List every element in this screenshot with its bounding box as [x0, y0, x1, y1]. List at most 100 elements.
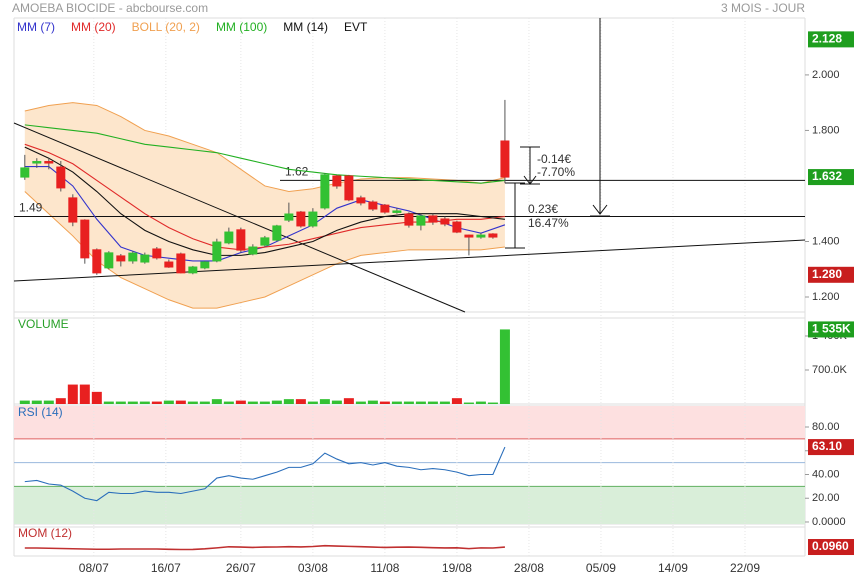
value-badge [808, 439, 854, 456]
volume-bar [163, 400, 174, 404]
overbought-zone [14, 406, 805, 439]
value-badge [808, 539, 854, 556]
volume-bar [43, 400, 54, 404]
candle-body [308, 211, 318, 227]
candle-body [404, 213, 414, 226]
volume-bar [415, 401, 426, 404]
candle-body [416, 215, 426, 226]
level-label: 1.62 [285, 165, 309, 179]
candle-body [392, 210, 402, 213]
y-tick-label: 2.000 [812, 69, 840, 81]
candle-body [164, 261, 174, 268]
candle-body [176, 253, 186, 274]
volume-bar [55, 398, 66, 404]
legend-entry: MM (100) [216, 20, 267, 34]
candle-body [500, 140, 510, 178]
candle-body [440, 218, 450, 225]
volume-bar [79, 384, 90, 404]
value-badge [808, 321, 854, 338]
trend-line [13, 122, 466, 313]
value-badge-label: 63.10 [812, 439, 842, 453]
candle-body [44, 161, 54, 164]
annotation: -0.14€ [537, 152, 571, 166]
x-tick-label: 03/08 [298, 561, 328, 575]
volume-bar [115, 401, 126, 404]
panel-title: MOM (12) [18, 526, 72, 540]
candle-body [284, 213, 294, 221]
moving-average [24, 124, 505, 184]
y-tick-label: 1.400 [812, 235, 840, 247]
candle-body [260, 237, 270, 246]
measure-tools [505, 18, 610, 249]
candle-body [296, 211, 306, 227]
candle-body [476, 234, 486, 238]
volume-bar [379, 401, 390, 404]
candle-body [32, 161, 42, 164]
value-badge-label: 1.280 [812, 267, 842, 281]
x-tick-label: 14/09 [658, 561, 688, 575]
volume-bar [343, 398, 354, 404]
chart-subtitle: 3 MOIS - JOUR [721, 1, 805, 15]
candle-body [464, 234, 474, 238]
candle-body [188, 266, 198, 274]
y-tick-label: 0.0000 [812, 516, 846, 528]
candle-body [20, 167, 30, 178]
legend-entry: MM (20) [71, 20, 116, 34]
legend-entry: EVT [344, 20, 368, 34]
moving-average [24, 146, 505, 256]
panel-title: VOLUME [18, 317, 69, 331]
volume-bar [139, 401, 150, 404]
legend-entry: BOLL (20, 2) [132, 20, 200, 34]
indicator-line [24, 446, 506, 502]
candle-body [140, 254, 150, 263]
level-label: 1.49 [19, 201, 43, 215]
candle-body [344, 175, 354, 201]
y-tick-label: 1.800 [812, 124, 840, 136]
volume-bar [199, 401, 210, 404]
volume-bar [103, 401, 114, 404]
y-tick-label: 20.00 [812, 492, 840, 504]
volume-bar [187, 401, 198, 404]
value-badge-label: 2.128 [812, 32, 842, 46]
candle-body [92, 249, 102, 274]
candle-body [332, 175, 342, 187]
volume-bar [235, 400, 246, 404]
candle-body [380, 204, 390, 213]
volume-bar [487, 402, 498, 404]
candle-body [320, 174, 330, 209]
volume-bar [439, 401, 450, 404]
x-tick-label: 28/08 [514, 561, 544, 575]
candle-body [368, 201, 378, 210]
bollinger-upper [24, 102, 506, 193]
x-tick-label: 26/07 [226, 561, 256, 575]
candle-body [272, 225, 282, 241]
candle-body [236, 229, 246, 251]
volume-bar [391, 401, 402, 404]
volume-bar [295, 399, 306, 404]
volume-bar [307, 401, 318, 404]
volume-bar [211, 399, 222, 404]
value-badge-label: 1.632 [812, 169, 842, 183]
candle-body [80, 219, 90, 259]
volume-bar [475, 401, 486, 404]
volume-bar [127, 401, 138, 404]
chart-title: AMOEBA BIOCIDE - abcbourse.com [12, 1, 208, 15]
legend-entry: MM (7) [17, 20, 55, 34]
volume-bar [223, 401, 234, 404]
volume-bar [427, 401, 438, 404]
candle-body [200, 261, 210, 269]
candle-body [452, 221, 462, 233]
candle-body [104, 252, 114, 269]
volume-bar [175, 400, 186, 404]
volume-bar [151, 401, 162, 404]
x-tick-label: 16/07 [151, 561, 181, 575]
value-badge [808, 169, 854, 186]
candle-body [116, 255, 126, 262]
volume-bar [67, 384, 78, 404]
volume-bar [319, 399, 330, 404]
panel-frames [13, 18, 806, 556]
value-badge-label: 1 535K [812, 322, 851, 336]
y-tick-label: 700.0K [812, 364, 848, 376]
candle-body [488, 233, 498, 238]
